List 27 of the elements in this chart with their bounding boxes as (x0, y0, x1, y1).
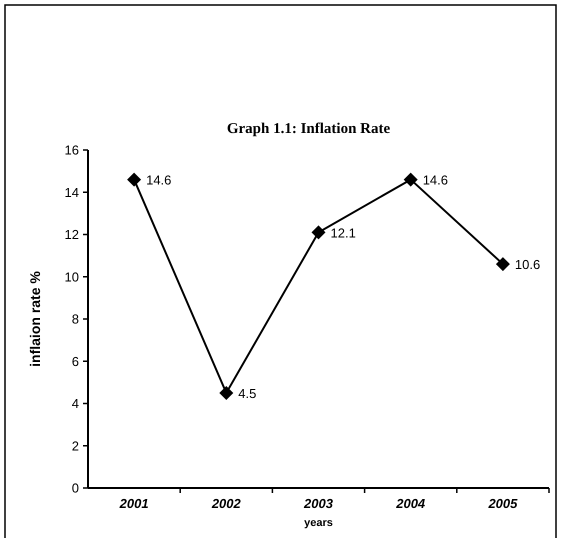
y-tick-label: 12 (64, 227, 79, 242)
data-label: 4.5 (238, 386, 256, 401)
y-tick-label: 10 (64, 269, 79, 284)
y-tick-label: 4 (72, 396, 79, 411)
x-axis-title: years (304, 517, 333, 529)
x-tick-label: 2001 (118, 496, 149, 511)
point (312, 225, 326, 240)
y-axis-title: inflaion rate % (27, 270, 43, 367)
x-tick-label: 2004 (395, 496, 426, 511)
data-label: 14.6 (422, 172, 448, 188)
y-tick-label: 0 (72, 480, 79, 496)
y-tick-label: 16 (64, 142, 79, 158)
chart-title: Graph 1.1: Inflation Rate (226, 121, 391, 137)
y-tick-label: 8 (72, 312, 79, 326)
point (404, 172, 418, 187)
point (127, 172, 142, 187)
x-tick-label: 2003 (303, 496, 334, 511)
y-tick-label: 6 (72, 354, 79, 369)
data-label: 12.1 (330, 225, 356, 240)
y-tick-label: 14 (64, 184, 79, 200)
data-label: 10.6 (514, 257, 540, 272)
x-tick-label: 2002 (210, 496, 242, 511)
point (219, 386, 234, 400)
data-label: 14.6 (146, 172, 172, 188)
x-tick-label: 2005 (487, 496, 518, 511)
point (496, 257, 510, 272)
y-tick-label: 2 (72, 438, 79, 454)
